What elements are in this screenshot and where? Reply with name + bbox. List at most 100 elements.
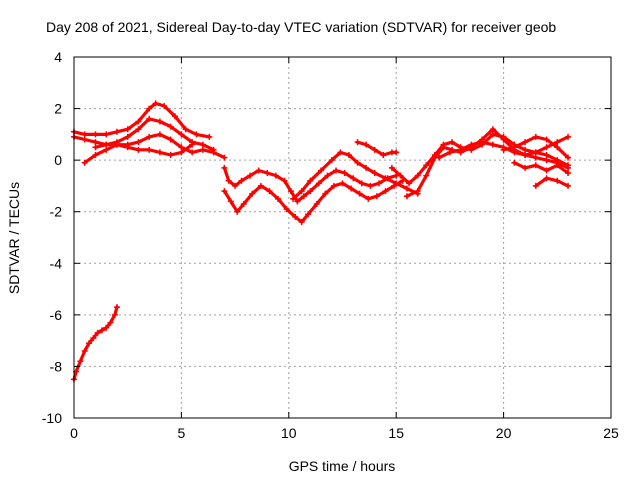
data-point <box>124 144 131 151</box>
data-point <box>167 151 174 158</box>
data-point <box>341 170 348 177</box>
data-point <box>135 146 142 153</box>
data-point <box>221 154 228 161</box>
data-point <box>376 180 383 187</box>
data-point <box>300 193 307 200</box>
x-tick-label: 25 <box>603 425 619 441</box>
data-point <box>107 319 114 326</box>
data-point <box>397 172 404 179</box>
data-point <box>294 198 301 205</box>
data-point <box>182 126 189 133</box>
data-point <box>350 175 357 182</box>
data-point <box>247 172 254 179</box>
data-point <box>124 133 131 140</box>
data-point <box>77 358 84 365</box>
data-point <box>318 167 325 174</box>
data-point <box>543 136 550 143</box>
data-point <box>337 149 344 156</box>
data-point <box>298 219 305 226</box>
data-point <box>156 118 163 125</box>
data-point <box>272 172 279 179</box>
data-point <box>543 157 550 164</box>
data-point <box>103 146 110 153</box>
data-point <box>225 177 232 184</box>
data-point <box>328 157 335 164</box>
data-point <box>98 327 105 334</box>
series-line-arc-14 <box>534 176 570 188</box>
data-point <box>406 180 413 187</box>
data-point <box>135 126 142 133</box>
data-point <box>92 151 99 158</box>
y-tick-label: 4 <box>54 49 62 65</box>
data-point <box>221 188 228 195</box>
data-point <box>178 144 185 151</box>
data-point <box>393 180 400 187</box>
data-point <box>210 149 217 156</box>
x-tick-label: 10 <box>281 425 297 441</box>
data-point <box>348 185 355 192</box>
data-point <box>554 177 561 184</box>
data-point <box>479 139 486 146</box>
data-point <box>363 141 370 148</box>
data-point <box>81 159 88 166</box>
data-point <box>322 190 329 197</box>
data-point <box>86 340 93 347</box>
data-point <box>266 188 273 195</box>
data-point <box>305 211 312 218</box>
data-point <box>380 151 387 158</box>
data-point <box>81 131 88 138</box>
data-point <box>227 198 234 205</box>
series-group <box>71 100 572 383</box>
data-point <box>135 139 142 146</box>
data-point <box>367 182 374 189</box>
y-tick-label: -8 <box>50 358 63 374</box>
data-point <box>382 188 389 195</box>
data-point <box>240 200 247 207</box>
data-point <box>371 170 378 177</box>
data-point <box>178 131 185 138</box>
data-point <box>423 162 430 169</box>
data-point <box>532 133 539 140</box>
data-point <box>522 139 529 146</box>
data-point <box>92 131 99 138</box>
data-point <box>199 141 206 148</box>
data-point <box>81 136 88 143</box>
data-point <box>373 193 380 200</box>
data-point <box>189 141 196 148</box>
data-point <box>92 144 99 151</box>
data-point <box>354 159 361 166</box>
data-point <box>388 164 395 171</box>
data-point <box>358 180 365 187</box>
data-point <box>330 182 337 189</box>
data-point <box>468 141 475 148</box>
data-point <box>500 146 507 153</box>
series-line-arc-15 <box>512 161 570 175</box>
data-point <box>287 188 294 195</box>
data-point <box>333 167 340 174</box>
data-point <box>313 200 320 207</box>
data-point <box>511 149 518 156</box>
grid <box>74 57 611 418</box>
x-tick-label: 0 <box>70 425 78 441</box>
plot-frame <box>73 56 612 419</box>
data-point <box>489 126 496 133</box>
data-point <box>543 175 550 182</box>
data-point <box>146 133 153 140</box>
data-point <box>565 182 572 189</box>
data-point <box>371 146 378 153</box>
data-point <box>423 172 430 179</box>
x-tick-label: 15 <box>388 425 404 441</box>
data-point <box>156 131 163 138</box>
y-tick-label: -4 <box>50 255 63 271</box>
data-point <box>178 149 185 156</box>
axis-ticks: 0 5 10 15 20 25 -10 -8 -6 -4 -2 0 2 4 <box>42 49 619 441</box>
data-point <box>403 185 410 192</box>
data-point <box>275 195 282 202</box>
data-point <box>161 102 168 109</box>
y-tick-label: -2 <box>50 204 63 220</box>
data-point <box>354 139 361 146</box>
data-point <box>382 175 389 182</box>
data-point <box>189 149 196 156</box>
data-point <box>307 177 314 184</box>
data-point <box>221 164 228 171</box>
